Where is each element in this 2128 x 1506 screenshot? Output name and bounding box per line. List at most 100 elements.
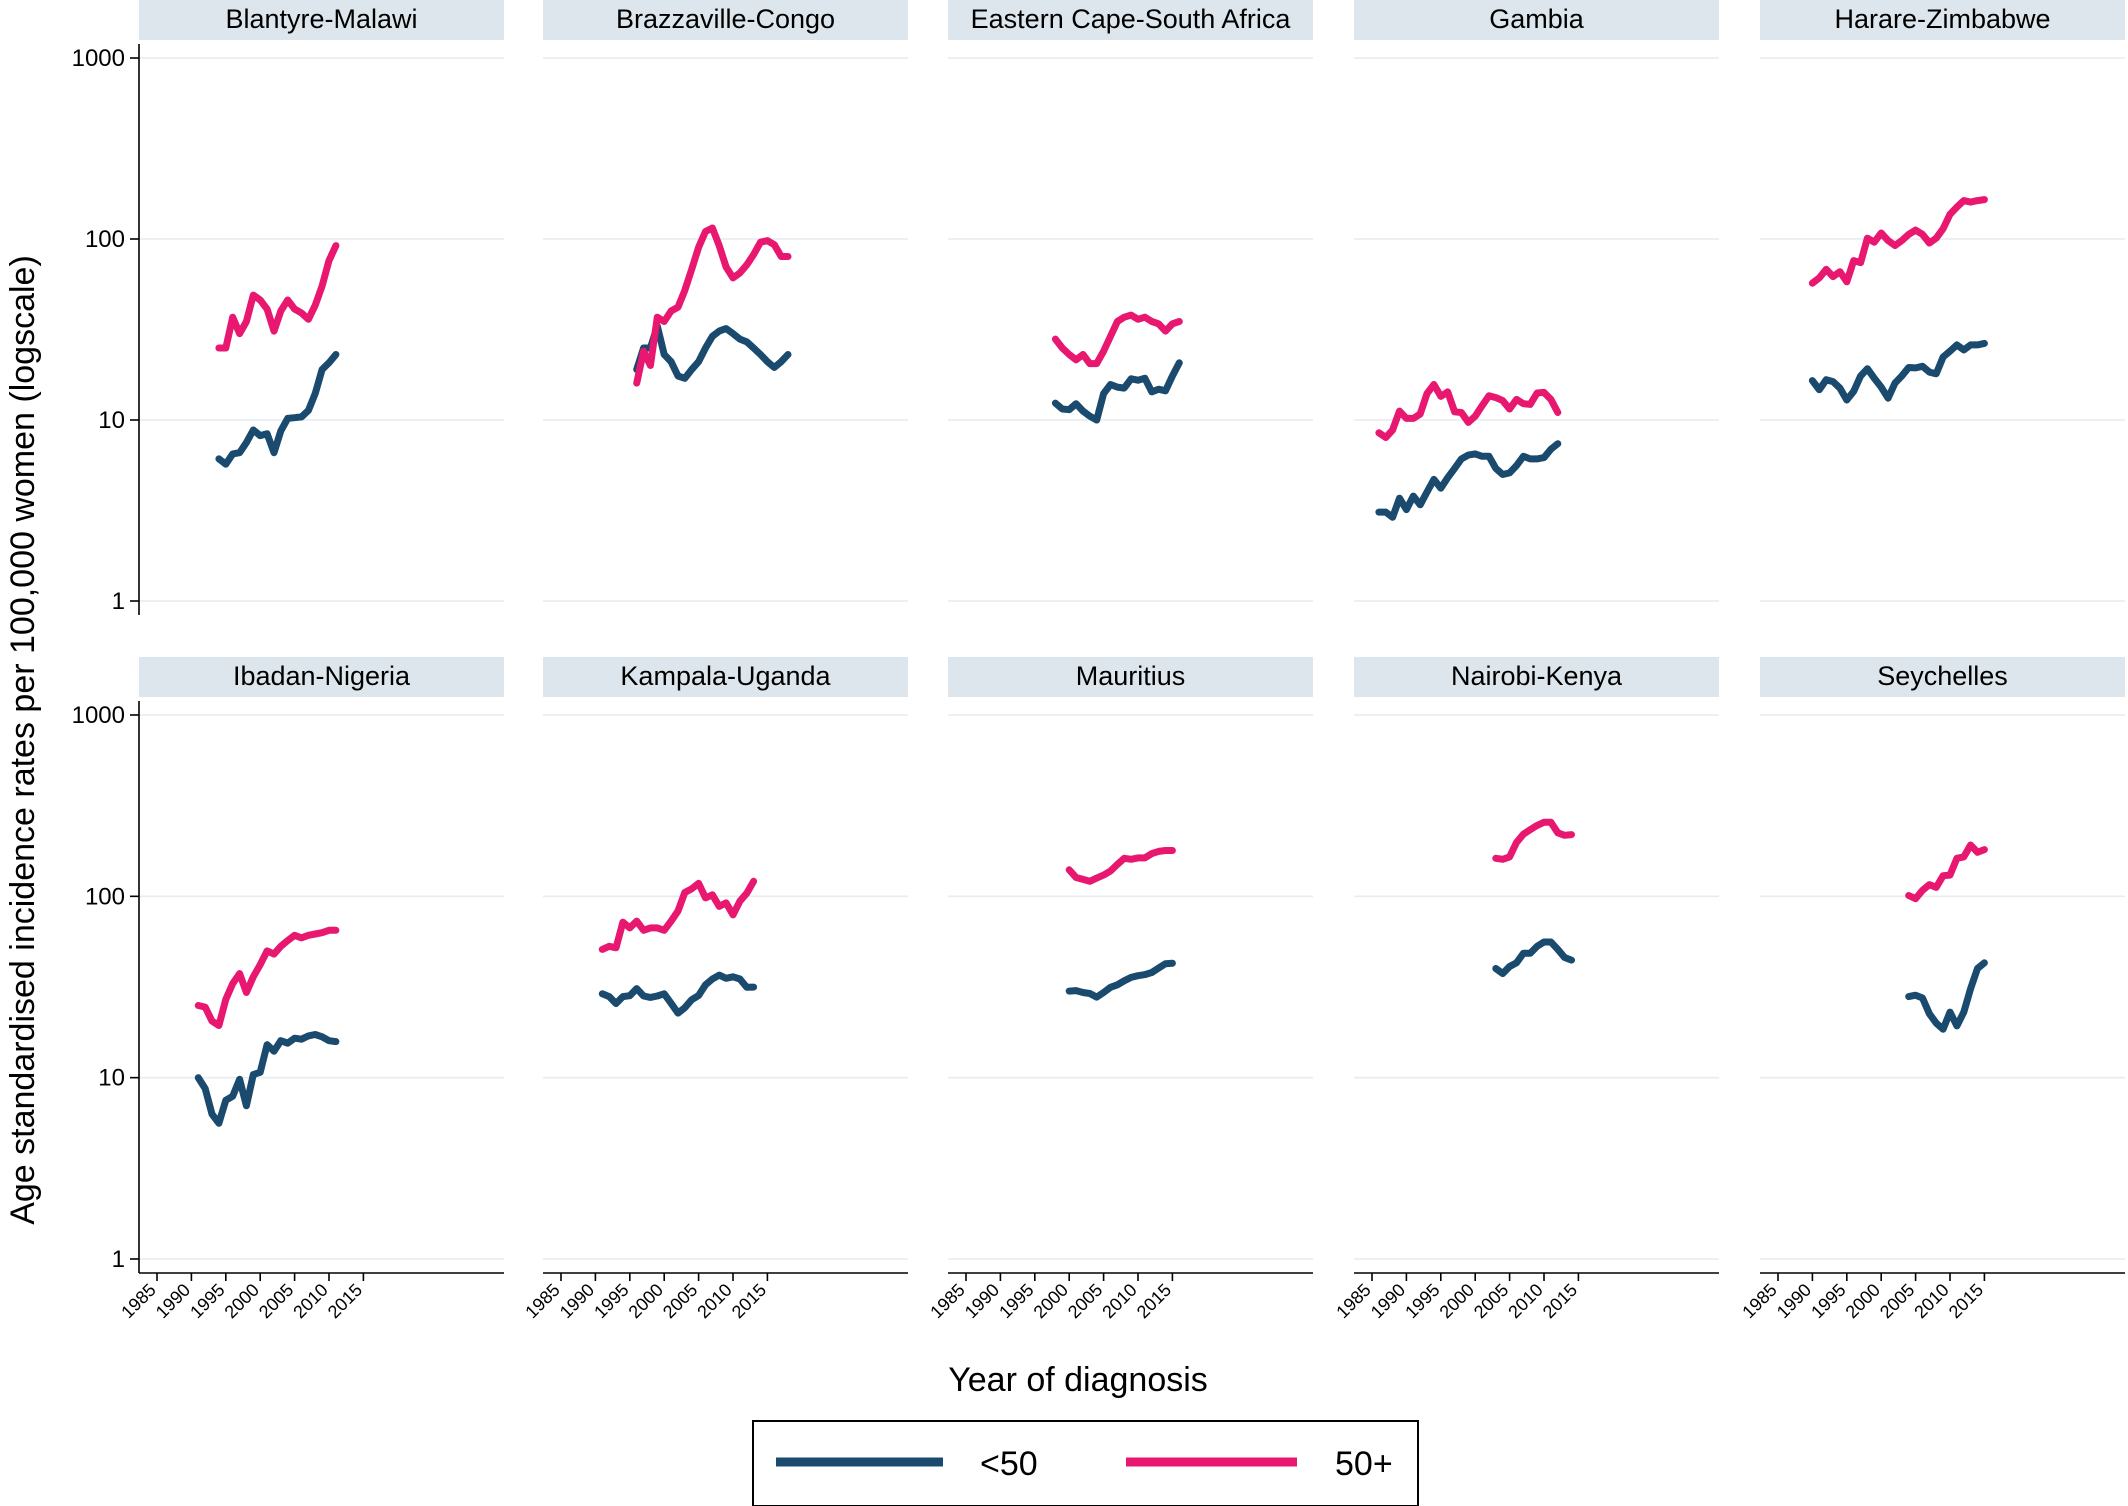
x-tick-label: 2005 xyxy=(1876,1280,1918,1322)
panel-harare-zimbabwe: Harare-Zimbabwe xyxy=(1760,0,2125,602)
x-tick-label: 2000 xyxy=(1030,1280,1072,1322)
panel-strip xyxy=(543,657,908,697)
series-line-50-plus xyxy=(215,242,340,352)
x-tick-label: 2015 xyxy=(1133,1280,1175,1322)
series-line-under-50 xyxy=(1051,359,1183,424)
x-tick-label: 2010 xyxy=(693,1280,735,1322)
y-tick-label: 1 xyxy=(112,1246,125,1273)
series-line-under-50 xyxy=(215,351,340,468)
x-tick-label: 1995 xyxy=(590,1280,632,1322)
panel-eastern-cape-south-africa: Eastern Cape-South Africa xyxy=(948,0,1313,602)
x-tick-label: 1995 xyxy=(995,1280,1037,1322)
x-tick-label: 1995 xyxy=(1807,1280,1849,1322)
panel-strip xyxy=(1354,0,1719,40)
series-line-under-50 xyxy=(633,322,792,382)
series-line-50-plus xyxy=(598,877,758,953)
x-tick-label: 2015 xyxy=(1945,1280,1987,1322)
panel-strip xyxy=(139,0,504,40)
legend: <50 50+ xyxy=(752,1420,1419,1506)
x-tick-label: 2010 xyxy=(1504,1280,1546,1322)
x-tick-label: 2005 xyxy=(255,1280,297,1322)
x-tick-label: 1990 xyxy=(1773,1280,1815,1322)
x-tick-label: 2010 xyxy=(1910,1280,1952,1322)
x-tick-label: 2005 xyxy=(1470,1280,1512,1322)
panel-title: Gambia xyxy=(1489,4,1585,34)
panel-nairobi-kenya: Nairobi-Kenya 198519901995200020052010201… xyxy=(1332,657,1719,1322)
x-tick-label: 2000 xyxy=(625,1280,667,1322)
x-tick-label: 1985 xyxy=(1332,1280,1374,1322)
panels-layer: Blantyre-Malawi 1 10 100 1000 Brazzaville-Con… xyxy=(72,0,2125,1322)
x-tick-label: 2005 xyxy=(659,1280,701,1322)
y-axis-title: Age standardised incidence rates per 100… xyxy=(4,255,42,1225)
panel-strip xyxy=(948,657,1313,697)
x-tick-label: 1995 xyxy=(1401,1280,1443,1322)
series-line-50-plus xyxy=(1905,841,1988,903)
series-line-50-plus xyxy=(1492,818,1575,863)
series-line-under-50 xyxy=(598,971,758,1017)
x-tick-label: 2000 xyxy=(1436,1280,1478,1322)
x-tick-label: 2000 xyxy=(221,1280,263,1322)
y-tick-label: 100 xyxy=(85,883,125,910)
panel-title: Mauritius xyxy=(1076,661,1186,691)
x-tick-label: 2010 xyxy=(1098,1280,1140,1322)
panel-title: Brazzaville-Congo xyxy=(616,4,835,34)
panel-ibadan-nigeria: Ibadan-Nigeria 1 10 100 1000 1985199019952000… xyxy=(72,657,504,1322)
panel-strip xyxy=(1760,0,2125,40)
panel-title: Blantyre-Malawi xyxy=(225,4,417,34)
series-line-under-50 xyxy=(194,1031,340,1127)
series-line-50-plus xyxy=(1065,847,1176,885)
y-tick-label: 10 xyxy=(98,407,125,434)
series-line-50-plus xyxy=(194,926,340,1029)
x-tick-label: 2000 xyxy=(1842,1280,1884,1322)
y-tick-label: 1 xyxy=(112,588,125,615)
x-tick-label: 2010 xyxy=(289,1280,331,1322)
panel-gambia: Gambia xyxy=(1354,0,1719,602)
panel-kampala-uganda: Kampala-Uganda 19851990199520002005201020… xyxy=(521,657,908,1322)
panel-title: Ibadan-Nigeria xyxy=(233,661,411,691)
panel-strip xyxy=(139,657,504,697)
series-line-under-50 xyxy=(1905,959,1988,1033)
panel-title: Kampala-Uganda xyxy=(620,661,831,691)
series-line-under-50 xyxy=(1808,339,1988,404)
series-line-under-50 xyxy=(1492,938,1575,978)
x-tick-label: 1985 xyxy=(926,1280,968,1322)
x-tick-label: 2015 xyxy=(728,1280,770,1322)
panel-strip xyxy=(1354,657,1719,697)
x-tick-label: 2015 xyxy=(1539,1280,1581,1322)
x-tick-label: 1990 xyxy=(152,1280,194,1322)
x-tick-label: 1990 xyxy=(961,1280,1003,1322)
legend-label-under-50: <50 xyxy=(980,1445,1038,1483)
series-line-50-plus xyxy=(1051,311,1183,368)
legend-label-50-plus: 50+ xyxy=(1335,1445,1393,1483)
x-tick-label: 2015 xyxy=(324,1280,366,1322)
x-tick-label: 1985 xyxy=(1738,1280,1780,1322)
y-tick-label: 1000 xyxy=(72,45,125,72)
panel-title: Seychelles xyxy=(1877,661,2008,691)
y-tick-label: 1000 xyxy=(72,702,125,729)
x-tick-label: 1990 xyxy=(556,1280,598,1322)
x-tick-label: 1990 xyxy=(1367,1280,1409,1322)
panel-strip xyxy=(1760,657,2125,697)
y-tick-label: 10 xyxy=(98,1065,125,1092)
panel-title: Nairobi-Kenya xyxy=(1451,661,1623,691)
x-axis-title: Year of diagnosis xyxy=(948,1361,1208,1399)
panel-strip xyxy=(948,0,1313,40)
panel-blantyre-malawi: Blantyre-Malawi 1 10 100 1000 xyxy=(72,0,504,615)
series-line-50-plus xyxy=(1375,381,1562,441)
x-tick-label: 2005 xyxy=(1064,1280,1106,1322)
series-line-under-50 xyxy=(1375,440,1562,521)
panel-brazzaville-congo: Brazzaville-Congo xyxy=(543,0,908,602)
x-tick-label: 1985 xyxy=(117,1280,159,1322)
x-tick-label: 1985 xyxy=(521,1280,563,1322)
series-line-50-plus xyxy=(633,224,792,387)
panel-title: Harare-Zimbabwe xyxy=(1834,4,2050,34)
series-line-50-plus xyxy=(1808,196,1988,287)
y-tick-label: 100 xyxy=(85,226,125,253)
panel-strip xyxy=(543,0,908,40)
series-line-under-50 xyxy=(1065,959,1176,1001)
panel-title: Eastern Cape-South Africa xyxy=(971,4,1292,34)
x-tick-label: 1995 xyxy=(186,1280,228,1322)
